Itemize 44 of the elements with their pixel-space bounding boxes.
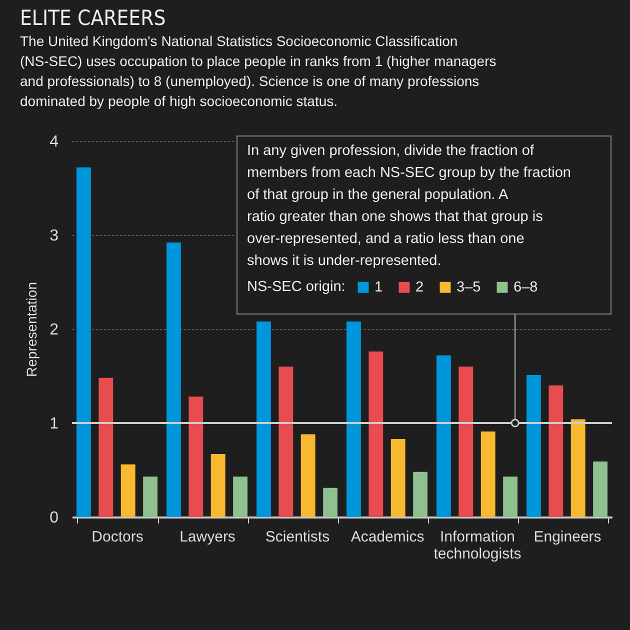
- x-tick-label: Scientists: [265, 528, 330, 546]
- x-tick-label: Lawyers: [180, 528, 236, 546]
- legend-label: 2: [416, 279, 424, 296]
- bar: [188, 396, 204, 517]
- bar: [413, 472, 428, 517]
- bar: [593, 462, 608, 517]
- legend-title: NS-SEC origin:: [247, 279, 346, 295]
- bar: [526, 375, 541, 517]
- bar: [323, 488, 338, 517]
- x-tick-label: Doctors: [92, 528, 144, 546]
- bar: [98, 378, 114, 517]
- bar: [76, 167, 91, 517]
- y-tick-label: 2: [50, 322, 59, 338]
- annotation: In any given profession, divide the fraction of members from each NS-SEC group by the fraction of that group in the general population. A ratio greater than one shows that that group is over-represented, and a ratio less than one shows it is under-represented.: [247, 143, 571, 269]
- y-axis-title: Representation: [24, 282, 40, 377]
- y-tick-label: 1: [50, 416, 59, 432]
- bar: [233, 476, 248, 517]
- bar: [480, 431, 496, 517]
- bar: [120, 464, 136, 517]
- bar: [300, 434, 316, 517]
- y-tick-label: 4: [50, 134, 59, 150]
- y-tick-label: 0: [50, 510, 59, 526]
- bar: [278, 366, 294, 517]
- bar: [458, 366, 474, 517]
- chart-title: ELITE CAREERS: [20, 6, 166, 30]
- bar: [256, 321, 271, 517]
- x-tick-label: Engineers: [534, 528, 602, 546]
- x-tick-label: Academics: [350, 528, 424, 546]
- chart-subtitle: The United Kingdom's National Statistics Socioeconomic Classification (NS-SEC) uses occupation to place people in ranks from 1 (higher managers and professionals) to 8 (unemployed). Science is one of many professions dominated by people of high socioeconomic status.: [20, 33, 496, 109]
- bar: [143, 476, 158, 517]
- bar: [390, 438, 406, 517]
- bar: [346, 321, 361, 517]
- bar: [570, 419, 586, 517]
- bar: [548, 385, 564, 517]
- bar: [166, 242, 181, 517]
- x-tick-label: Information technologists: [434, 528, 522, 562]
- legend-label: 1: [374, 279, 383, 296]
- y-tick-label: 3: [50, 228, 59, 244]
- bar: [436, 355, 451, 517]
- legend-label: 6–8: [514, 279, 538, 296]
- bar: [210, 454, 226, 517]
- legend-label: 3–5: [456, 279, 481, 296]
- bar: [503, 476, 518, 517]
- bar: [368, 352, 384, 517]
